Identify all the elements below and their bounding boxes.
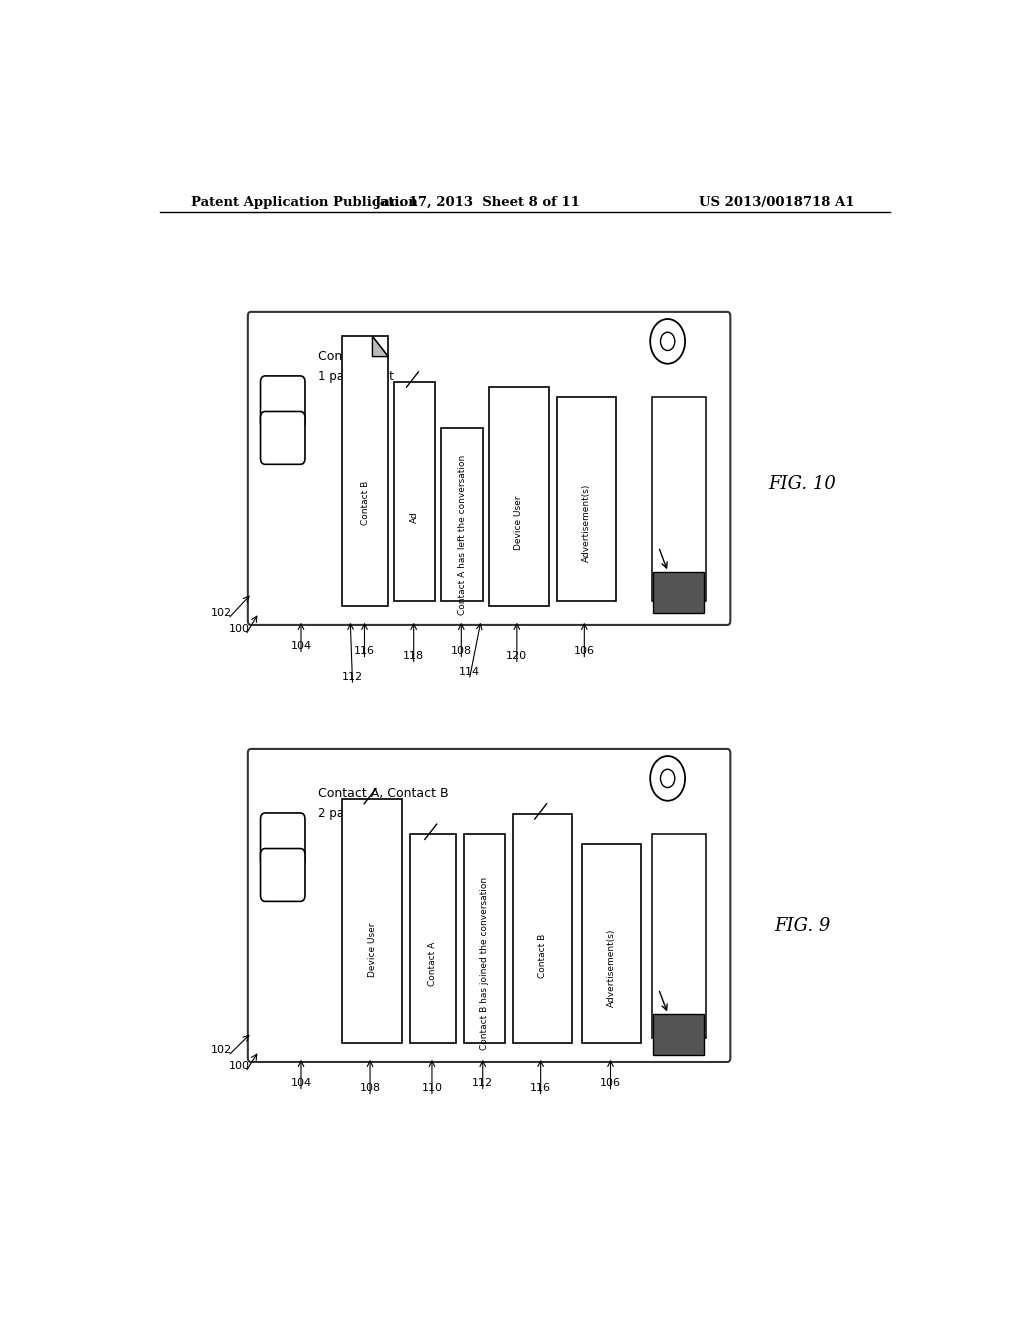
Circle shape <box>660 333 675 351</box>
Bar <box>464 834 505 1043</box>
Text: Contact B: Contact B <box>360 480 370 525</box>
Bar <box>489 387 549 606</box>
Text: US 2013/0018718 A1: US 2013/0018718 A1 <box>699 195 855 209</box>
FancyBboxPatch shape <box>248 748 730 1063</box>
Text: 104: 104 <box>291 1078 311 1088</box>
Bar <box>441 428 482 601</box>
Text: Contact B has joined the conversation: Contact B has joined the conversation <box>480 876 488 1049</box>
Text: Contact A: Contact A <box>428 941 437 986</box>
Text: FIG. 10: FIG. 10 <box>769 475 837 492</box>
FancyBboxPatch shape <box>248 312 730 624</box>
Bar <box>652 834 706 1038</box>
Circle shape <box>650 319 685 364</box>
FancyBboxPatch shape <box>260 849 305 902</box>
FancyBboxPatch shape <box>260 412 305 465</box>
Text: 2 participants: 2 participants <box>318 808 400 821</box>
Bar <box>342 337 388 606</box>
Text: 108: 108 <box>451 647 472 656</box>
Circle shape <box>660 770 675 788</box>
Text: Contact B: Contact B <box>318 350 380 363</box>
Polygon shape <box>373 337 388 356</box>
Text: Contact A, Contact B: Contact A, Contact B <box>318 787 450 800</box>
Text: 118: 118 <box>403 652 424 661</box>
Text: FIG. 9: FIG. 9 <box>774 917 830 935</box>
Bar <box>652 1014 705 1055</box>
Text: 1 participant: 1 participant <box>318 371 394 383</box>
FancyBboxPatch shape <box>260 813 305 866</box>
Bar <box>513 814 572 1043</box>
Text: 100: 100 <box>228 624 250 634</box>
Bar <box>652 397 706 601</box>
Text: 110: 110 <box>422 1084 442 1093</box>
Text: 112: 112 <box>472 1078 494 1088</box>
Text: 108: 108 <box>359 1084 381 1093</box>
Text: Patent Application Publication: Patent Application Publication <box>191 195 418 209</box>
Text: 116: 116 <box>354 647 375 656</box>
Text: 104: 104 <box>291 642 311 651</box>
Text: Ad: Ad <box>410 512 419 523</box>
Text: 106: 106 <box>600 1078 621 1088</box>
Text: 100: 100 <box>228 1061 250 1071</box>
Text: 106: 106 <box>573 647 595 656</box>
Text: 102: 102 <box>211 1045 232 1055</box>
Text: Device User: Device User <box>514 495 523 550</box>
Text: Contact B: Contact B <box>539 933 547 978</box>
Bar <box>410 834 456 1043</box>
FancyBboxPatch shape <box>260 376 305 429</box>
Text: 120: 120 <box>506 652 527 661</box>
Text: 116: 116 <box>530 1084 551 1093</box>
Text: Advertisement(s): Advertisement(s) <box>607 928 616 1007</box>
Text: 112: 112 <box>342 672 364 681</box>
Text: Jan. 17, 2013  Sheet 8 of 11: Jan. 17, 2013 Sheet 8 of 11 <box>375 195 580 209</box>
Bar <box>557 397 616 601</box>
Text: Device User: Device User <box>368 923 377 977</box>
Circle shape <box>650 756 685 801</box>
Bar <box>342 799 401 1043</box>
Bar <box>582 845 641 1043</box>
Bar <box>652 572 705 612</box>
Text: Advertisement(s): Advertisement(s) <box>582 484 591 562</box>
Text: Contact A has left the conversation: Contact A has left the conversation <box>458 455 467 615</box>
Text: 102: 102 <box>211 607 232 618</box>
Text: 114: 114 <box>459 667 480 677</box>
Bar <box>394 381 435 601</box>
